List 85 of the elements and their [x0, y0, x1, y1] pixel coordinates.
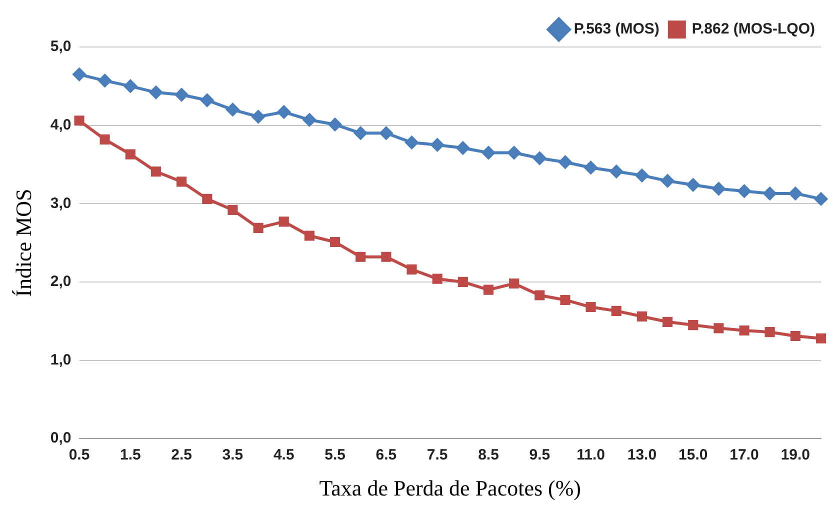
y-tick-label: 1,0	[50, 351, 72, 368]
point	[150, 166, 162, 177]
point	[686, 178, 700, 192]
point	[533, 152, 546, 165]
x-tick-label: 6.5	[376, 446, 397, 464]
point	[611, 306, 622, 316]
y-axis-title: Índice MOS	[10, 188, 36, 297]
point	[304, 230, 314, 241]
x-tick-label: 0.5	[68, 446, 90, 464]
y-tick-label: 5,0	[50, 38, 72, 56]
point	[432, 274, 442, 284]
point	[458, 276, 468, 287]
point	[354, 126, 368, 140]
point	[814, 192, 828, 206]
point	[228, 204, 238, 215]
point	[483, 284, 494, 295]
y-tick-label: 3,0	[50, 194, 72, 212]
point	[662, 316, 673, 327]
point	[739, 325, 750, 336]
point	[74, 116, 84, 126]
point	[534, 290, 545, 300]
x-tick-label: 1.5	[120, 446, 141, 464]
point	[202, 194, 212, 204]
point	[738, 184, 751, 198]
point	[98, 74, 112, 88]
point	[175, 88, 188, 102]
x-tick-label: 3.5	[222, 446, 244, 464]
point	[560, 294, 570, 306]
point	[356, 252, 366, 262]
point	[277, 106, 290, 119]
y-tick-label: 2,0	[50, 273, 72, 290]
y-tick-label: 4,0	[50, 116, 72, 134]
point	[253, 222, 264, 233]
point	[586, 302, 596, 312]
point	[124, 80, 137, 93]
x-tick-label: 9.5	[529, 446, 550, 464]
point	[72, 68, 86, 81]
point	[636, 311, 647, 322]
point	[790, 330, 800, 342]
point	[584, 161, 598, 174]
point	[635, 168, 648, 182]
point	[380, 126, 393, 140]
y-tick-label: 0,0	[50, 430, 72, 447]
x-tick-label: 2.5	[171, 446, 192, 464]
point	[406, 264, 417, 274]
point	[302, 113, 316, 126]
point	[763, 186, 776, 200]
x-tick-label: 17.0	[730, 446, 759, 464]
point	[381, 252, 392, 262]
x-tick-label: 5.5	[324, 446, 346, 464]
point	[509, 278, 520, 289]
point	[125, 149, 136, 160]
point	[558, 156, 572, 169]
point	[482, 146, 495, 160]
point	[278, 216, 289, 227]
point	[788, 186, 802, 200]
legend-label: P.563 (MOS)	[574, 20, 660, 38]
x-axis-title: Taxa de Perda de Pacotes (%)	[319, 476, 581, 501]
point	[252, 110, 265, 124]
point	[508, 146, 521, 160]
legend-label: P.862 (MOS-LQO)	[692, 20, 816, 38]
x-tick-label: 19.0	[780, 446, 810, 464]
x-tick-label: 15.0	[678, 446, 708, 464]
point	[714, 323, 724, 334]
point	[200, 94, 214, 107]
point	[688, 320, 698, 330]
point	[764, 327, 775, 338]
point	[100, 134, 110, 144]
point	[226, 103, 240, 116]
point	[176, 176, 187, 187]
point	[405, 136, 418, 150]
point	[330, 236, 340, 248]
x-tick-label: 4.5	[273, 446, 294, 464]
x-tick-label: 13.0	[627, 446, 657, 464]
point	[430, 138, 444, 152]
x-tick-label: 8.5	[478, 446, 499, 464]
point	[456, 142, 470, 155]
x-tick-label: 7.5	[426, 446, 448, 464]
point	[816, 333, 826, 344]
point	[661, 174, 674, 188]
point	[712, 182, 726, 196]
point	[328, 118, 342, 132]
point	[610, 165, 623, 178]
point	[149, 86, 162, 99]
x-tick-label: 11.0	[576, 446, 605, 464]
